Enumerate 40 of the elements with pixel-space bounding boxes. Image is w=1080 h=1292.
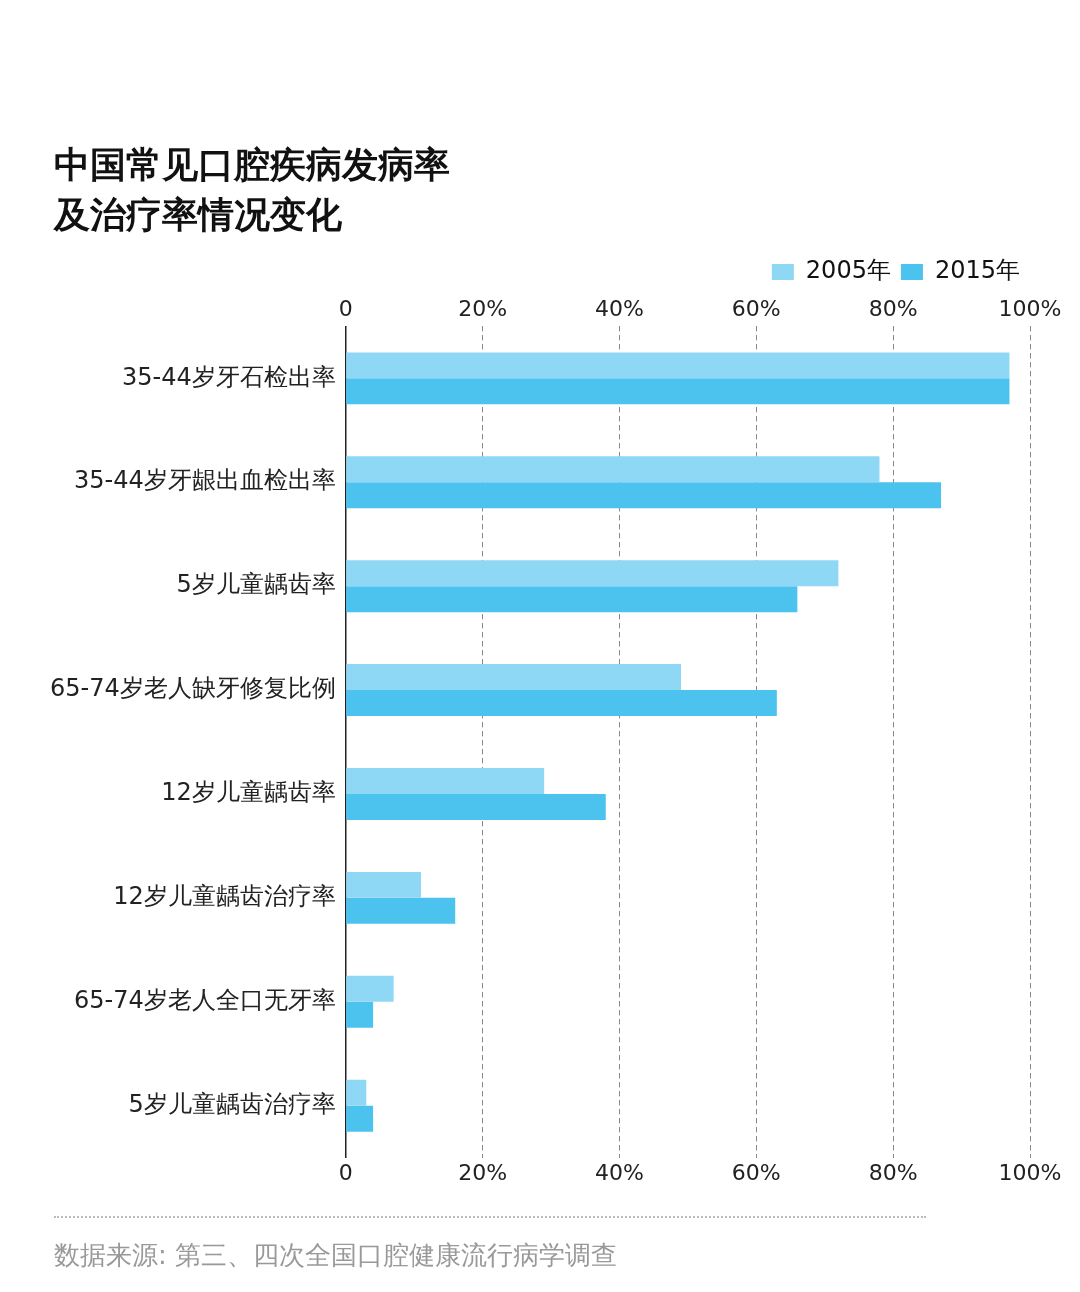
x-tick-label: 60% (731, 1159, 781, 1185)
y-tick-label: 12岁儿童龋齿率 (161, 778, 336, 807)
bar (346, 352, 1010, 379)
bar (346, 378, 1010, 405)
chart-title: 中国常见口腔疾病发病率及治疗率情况变化 (54, 143, 451, 237)
bar (346, 975, 394, 1002)
y-tick-label: 35-44岁牙龈出血检出率 (73, 466, 336, 495)
bar (346, 1001, 374, 1028)
bar (346, 482, 942, 509)
x-tick-label: 80% (868, 1159, 918, 1185)
bar (346, 1105, 374, 1132)
bar (346, 897, 456, 924)
x-tick-label: 20% (458, 1159, 508, 1185)
bar (346, 664, 682, 691)
x2-tick-label: 100% (998, 295, 1062, 321)
source-note: 数据来源: 第三、四次全国口腔健康流行病学调查 (54, 1239, 618, 1272)
bar (346, 456, 880, 483)
y-tick-label: 65-74岁老人缺牙修复比例 (49, 674, 336, 703)
bar (346, 871, 422, 898)
bar (346, 767, 545, 794)
x2-tick-label: 40% (594, 295, 644, 321)
x2-tick-label: 60% (731, 295, 781, 321)
bar (346, 793, 606, 820)
y-tick-label: 65-74岁老人全口无牙率 (73, 985, 336, 1014)
y-tick-label: 12岁儿童龋齿治疗率 (113, 882, 336, 911)
y-tick-label: 5岁儿童龋齿率 (176, 570, 336, 599)
x-tick-label: 40% (594, 1159, 644, 1185)
y-tick-label: 5岁儿童龋齿治疗率 (128, 1089, 336, 1118)
bar (346, 586, 798, 613)
bar (346, 1079, 367, 1106)
x2-tick-label: 20% (458, 295, 508, 321)
x2-tick-label: 80% (868, 295, 918, 321)
bar (346, 560, 839, 587)
legend-label: 2015年 (934, 256, 1020, 285)
y-tick-label: 35-44岁牙石检出率 (121, 362, 336, 391)
x-tick-label: 100% (998, 1159, 1062, 1185)
legend-label: 2005年 (805, 256, 891, 285)
bar (346, 690, 777, 717)
x2-tick-label: 0 (338, 295, 353, 321)
x-tick-label: 0 (338, 1159, 353, 1185)
